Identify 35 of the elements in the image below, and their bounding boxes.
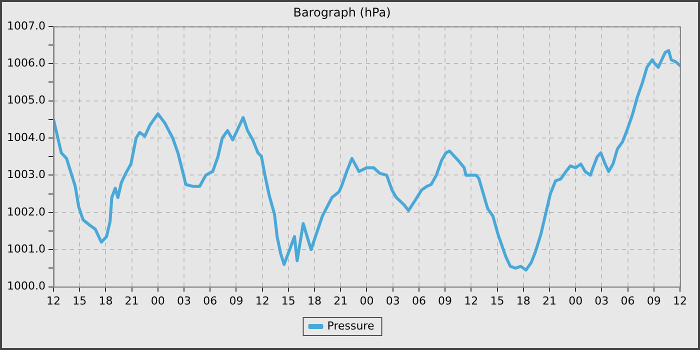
y-tick-label: 1001.0 bbox=[6, 242, 46, 256]
x-tick-label: 06 bbox=[412, 294, 426, 308]
x-tick-label: 15 bbox=[490, 294, 504, 308]
y-tick-label: 1000.0 bbox=[6, 280, 46, 293]
y-tick-label: 1006.0 bbox=[6, 56, 46, 70]
x-tick-label: 12 bbox=[673, 294, 687, 308]
y-tick-label: 1005.0 bbox=[6, 94, 46, 107]
x-tick-label: 21 bbox=[124, 294, 139, 308]
x-tick-label: 06 bbox=[620, 294, 635, 308]
y-tick-label: 1004.0 bbox=[6, 130, 46, 144]
y-tick-label: 1002.0 bbox=[6, 205, 46, 218]
x-tick-label: 12 bbox=[464, 294, 478, 308]
x-tick-label: 09 bbox=[646, 294, 661, 308]
x-tick-label: 00 bbox=[360, 294, 374, 308]
x-tick-label: 12 bbox=[46, 294, 60, 308]
x-tick-label: 15 bbox=[281, 294, 296, 308]
x-tick-label: 18 bbox=[516, 294, 530, 308]
x-tick-label: 21 bbox=[334, 294, 348, 308]
x-tick-label: 15 bbox=[72, 294, 87, 308]
legend-label: Pressure bbox=[327, 319, 374, 332]
chart-title: Barograph (hPa) bbox=[293, 5, 391, 20]
x-tick-label: 09 bbox=[229, 294, 244, 308]
y-tick-label: 1007.0 bbox=[6, 19, 46, 32]
x-tick-label: 03 bbox=[386, 294, 400, 308]
x-tick-label: 03 bbox=[594, 294, 609, 308]
x-tick-label: 21 bbox=[542, 294, 556, 308]
x-tick-label: 18 bbox=[308, 294, 322, 308]
x-tick-label: 00 bbox=[568, 294, 583, 308]
x-tick-label: 03 bbox=[177, 294, 192, 308]
x-tick-label: 09 bbox=[438, 294, 452, 308]
x-tick-label: 18 bbox=[98, 294, 113, 308]
y-tick-label: 1003.0 bbox=[6, 168, 46, 182]
x-tick-label: 06 bbox=[203, 294, 218, 308]
x-tick-label: 12 bbox=[255, 294, 270, 308]
x-tick-label: 00 bbox=[150, 294, 165, 308]
